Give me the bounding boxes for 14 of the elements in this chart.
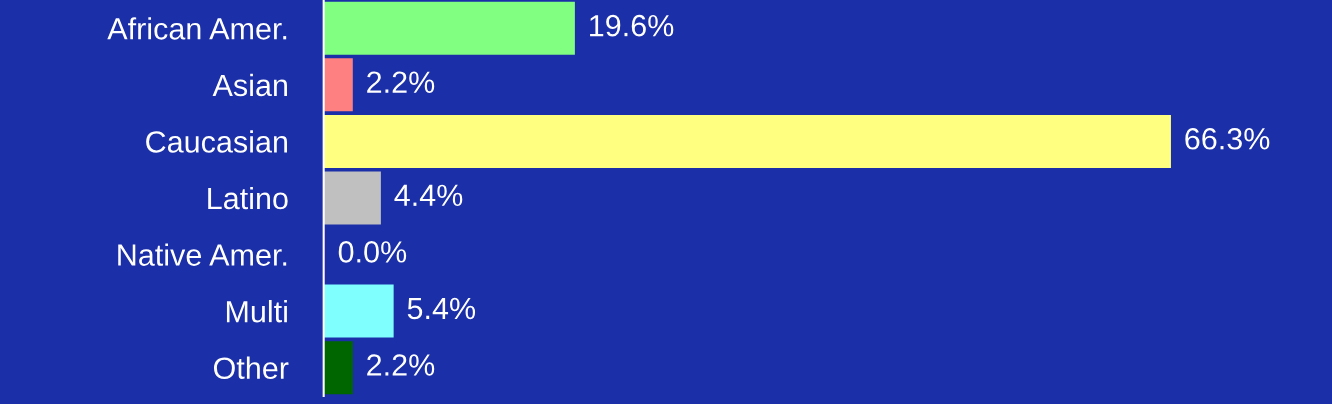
y-tick-label: Native Amer. [118, 243, 287, 266]
y-tick-label: Caucasian [146, 130, 287, 153]
y-tick-label: Multi [226, 300, 287, 323]
y-tick-label: Other [213, 356, 289, 380]
y-tick-label: Latino [208, 186, 288, 210]
data-label: 19.6% [590, 14, 674, 37]
data-label: 2.2% [367, 354, 435, 376]
data-label: 0.0% [338, 241, 407, 263]
y-tick-label: African Amer. [107, 17, 287, 40]
data-label: 2.2% [367, 71, 435, 93]
data-label: 5.4% [407, 297, 476, 320]
data-label: 66.3% [1185, 127, 1270, 150]
data-label: 4.4% [394, 184, 463, 207]
y-tick-label: Asian [212, 73, 287, 97]
